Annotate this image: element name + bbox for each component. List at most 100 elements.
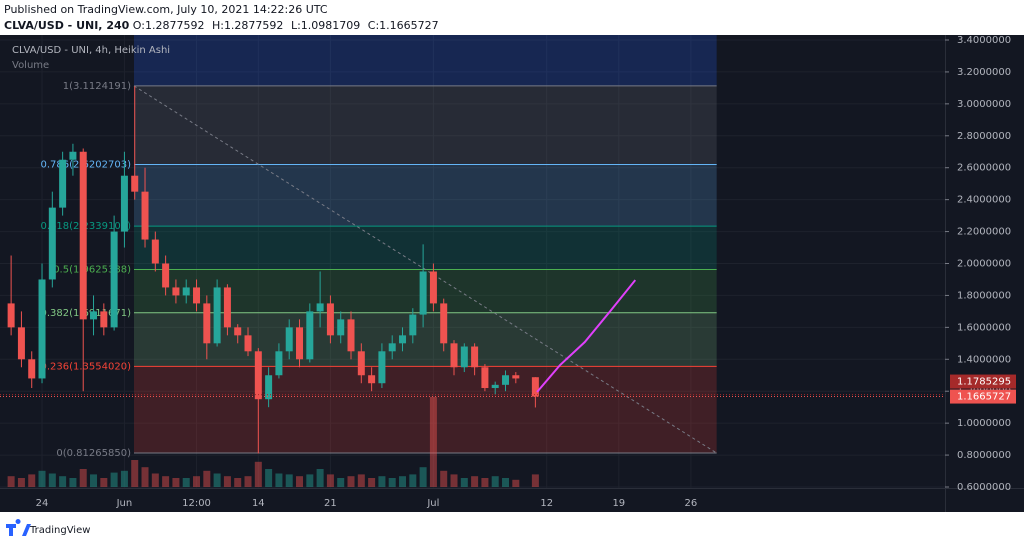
brand-name: TradingView	[29, 525, 90, 536]
volume-bar	[440, 470, 448, 487]
candle-body	[306, 311, 314, 360]
candle-body	[79, 151, 87, 320]
candle-body	[131, 175, 139, 192]
y-tick-label: 3.2000000	[957, 67, 1011, 78]
x-tick-label: 24	[36, 498, 49, 509]
candle-body	[17, 327, 25, 360]
candle-body	[316, 303, 324, 312]
candle-body	[491, 384, 499, 389]
volume-bar	[388, 478, 396, 487]
fib-zone	[133, 164, 717, 227]
candle-body	[471, 346, 479, 368]
y-tick-label: 1.0000000	[957, 418, 1011, 429]
chart-background	[0, 35, 1024, 512]
volume-bar	[28, 474, 36, 487]
candle-body	[59, 159, 67, 208]
volume-bar	[213, 473, 221, 487]
volume-bar	[460, 478, 468, 487]
y-tick-label: 1.6000000	[957, 322, 1011, 333]
candle-body	[265, 375, 273, 400]
volume-bar	[69, 478, 77, 487]
candle-body	[7, 303, 15, 328]
candle-body	[254, 351, 262, 400]
volume-bar	[265, 469, 273, 487]
volume-bar	[368, 478, 376, 487]
ohlc-value: 1.0981709	[300, 19, 361, 32]
brand-logo	[6, 519, 31, 536]
chart-legend-title: CLVA/USD - UNI, 4h, Heikin Ashi	[12, 45, 170, 56]
volume-bar	[450, 474, 458, 487]
candle-body	[193, 287, 201, 304]
candle-body	[531, 377, 539, 397]
volume-bar	[223, 476, 231, 487]
volume-bar	[120, 470, 128, 487]
candle-body	[419, 271, 427, 315]
symbol: CLVA/USD - UNI, 240	[4, 19, 130, 32]
x-tick-label: Jul	[426, 498, 439, 509]
volume-bar	[254, 461, 262, 487]
candle-body	[69, 151, 77, 160]
candle-body	[378, 351, 386, 384]
volume-bar	[48, 473, 56, 487]
candle-body	[141, 191, 149, 240]
candle-body	[120, 175, 128, 232]
volume-bar	[100, 478, 108, 487]
volume-bar	[347, 476, 355, 487]
y-tick-label: 2.2000000	[957, 227, 1011, 238]
candle-body	[429, 271, 437, 304]
volume-bar	[110, 472, 118, 487]
candle-body	[234, 327, 242, 336]
x-tick-label: 19	[612, 498, 625, 509]
fib-trend-line	[133, 85, 717, 454]
volume-bar	[193, 476, 201, 487]
fib-level-label: 0.5(1.9625388)	[53, 264, 131, 275]
x-tick-label: 14	[252, 498, 265, 509]
ohlc-label: H:	[211, 19, 224, 32]
ohlc-value: 1.1665727	[379, 19, 439, 32]
price-tag	[950, 389, 1016, 404]
fib-zone	[133, 366, 717, 454]
candle-body	[203, 303, 211, 344]
price-tag	[950, 374, 1016, 389]
candle-body	[296, 327, 304, 360]
candle-body	[48, 207, 56, 280]
candle-body	[285, 327, 293, 352]
volume-bar	[357, 474, 365, 487]
volume-bar	[296, 476, 304, 487]
candle-body	[90, 311, 98, 320]
candle-body	[399, 335, 407, 344]
candle-body	[409, 314, 417, 336]
candle-body	[182, 287, 190, 296]
chart-legend-volume: Volume	[12, 60, 49, 71]
fib-zone	[133, 85, 717, 165]
volume-bar	[141, 467, 149, 487]
ohlc-label: L:	[290, 19, 301, 32]
candle-body	[151, 239, 159, 264]
candle-body	[337, 319, 345, 336]
ohlc-value: 1.2877592	[223, 19, 284, 32]
volume-bar	[131, 460, 139, 487]
candle-body	[357, 351, 365, 376]
fib-level-label: 1(3.1124191)	[63, 81, 131, 92]
y-tick-label: 2.0000000	[957, 259, 1011, 270]
volume-bar	[471, 476, 479, 487]
candle-body	[450, 343, 458, 368]
volume-bar	[378, 476, 386, 487]
volume-bar	[326, 474, 334, 487]
candle-body	[481, 367, 489, 389]
volume-bar	[502, 478, 510, 487]
candle-body	[512, 375, 520, 379]
fib-zone	[133, 312, 717, 367]
x-tick-label: 21	[324, 498, 337, 509]
candle-body	[388, 343, 396, 352]
volume-bar	[172, 478, 180, 487]
volume-bar	[316, 469, 324, 487]
published-line: Published on TradingView.com, July 10, 2…	[4, 3, 328, 16]
volume-bar	[203, 470, 211, 487]
fib-zone	[133, 35, 717, 86]
fib-zone	[133, 226, 717, 270]
volume-bar	[306, 474, 314, 487]
volume-bar	[419, 467, 427, 487]
volume-bar	[234, 478, 242, 487]
